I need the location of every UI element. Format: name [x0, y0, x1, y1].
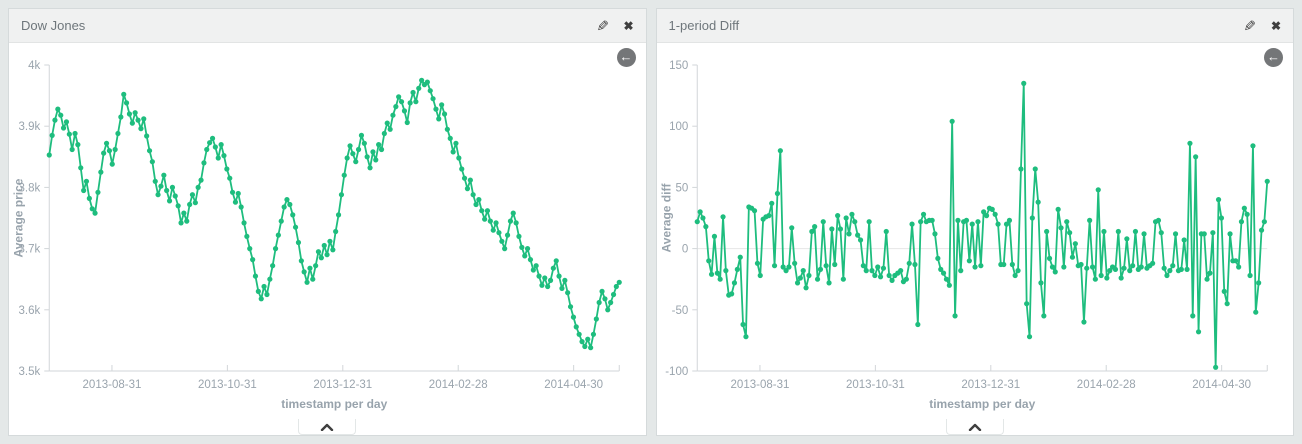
- panel-title: Dow Jones: [21, 18, 86, 33]
- collapse-panel-button[interactable]: [945, 419, 1004, 435]
- collapse-panel-button[interactable]: [298, 419, 357, 435]
- panel-header: 1-period Diff ✎ ✖: [656, 9, 1293, 43]
- svg-text:2013-10-31: 2013-10-31: [198, 379, 257, 391]
- svg-text:2013-12-31: 2013-12-31: [313, 379, 372, 391]
- panel-header: Dow Jones ✎ ✖: [9, 9, 646, 43]
- svg-text:4k: 4k: [28, 60, 40, 72]
- diff-chart[interactable]: 150 100 50 0 -50 -100 2013-08-31 2013-10-31 2013…: [657, 43, 1294, 415]
- pencil-icon[interactable]: ✎: [592, 19, 610, 32]
- svg-text:timestamp per day: timestamp per day: [281, 397, 387, 411]
- svg-text:3.6k: 3.6k: [19, 305, 41, 317]
- svg-text:Average price: Average price: [11, 178, 25, 257]
- svg-text:3.7k: 3.7k: [19, 244, 41, 256]
- close-icon[interactable]: ✖: [623, 18, 634, 33]
- close-icon[interactable]: ✖: [1270, 18, 1281, 33]
- panel-dow-jones: Dow Jones ✎ ✖ 4k 3.9k 3.8k 3.7k 3.6k 3.5k 2013…: [8, 8, 647, 436]
- svg-text:3.8k: 3.8k: [19, 182, 41, 194]
- back-arrow-icon[interactable]: ←: [1264, 48, 1283, 67]
- svg-text:2013-12-31: 2013-12-31: [961, 379, 1020, 391]
- svg-text:100: 100: [669, 121, 688, 133]
- svg-text:-100: -100: [665, 366, 688, 378]
- svg-text:2014-02-28: 2014-02-28: [429, 379, 488, 391]
- svg-text:timestamp per day: timestamp per day: [929, 397, 1035, 411]
- svg-text:50: 50: [675, 182, 688, 194]
- svg-text:-50: -50: [671, 305, 688, 317]
- panel-title: 1-period Diff: [668, 18, 740, 33]
- back-arrow-icon[interactable]: ←: [616, 48, 636, 67]
- svg-text:3.9k: 3.9k: [19, 121, 41, 133]
- dow-jones-chart[interactable]: 4k 3.9k 3.8k 3.7k 3.6k 3.5k 2013-08-31 2013-10-…: [9, 43, 646, 415]
- svg-text:2014-04-30: 2014-04-30: [544, 379, 603, 391]
- chevron-up-icon: [321, 423, 334, 431]
- svg-text:2014-02-28: 2014-02-28: [1076, 379, 1135, 391]
- chart-region: 4k 3.9k 3.8k 3.7k 3.6k 3.5k 2013-08-31 2013-10-…: [9, 43, 646, 415]
- svg-text:2013-08-31: 2013-08-31: [730, 379, 789, 391]
- svg-text:2013-08-31: 2013-08-31: [83, 379, 142, 391]
- panel-1-period-diff: 1-period Diff ✎ ✖ 150 100 50 0 -50 -100 2013-0…: [655, 8, 1294, 436]
- pencil-icon[interactable]: ✎: [1240, 19, 1258, 32]
- svg-text:0: 0: [681, 244, 687, 256]
- svg-text:Average diff: Average diff: [659, 183, 673, 253]
- chart-region: 150 100 50 0 -50 -100 2013-08-31 2013-10-31 2013…: [657, 43, 1294, 415]
- chevron-up-icon: [968, 423, 981, 431]
- svg-text:2014-04-30: 2014-04-30: [1192, 379, 1251, 391]
- svg-text:150: 150: [669, 60, 688, 72]
- svg-text:2013-10-31: 2013-10-31: [845, 379, 904, 391]
- svg-text:3.5k: 3.5k: [19, 366, 41, 378]
